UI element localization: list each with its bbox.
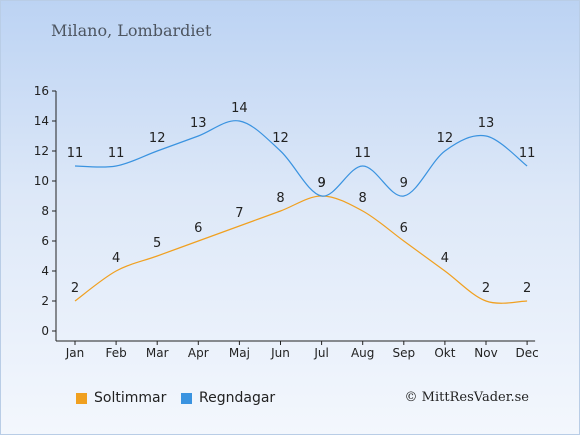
y-tick-label: 12 — [34, 144, 49, 158]
data-label-soltimmar: 2 — [71, 281, 79, 296]
data-label-soltimmar: 6 — [194, 221, 202, 236]
x-tick-label: Jul — [313, 346, 328, 360]
data-label-soltimmar: 7 — [235, 206, 243, 221]
legend-label-regndagar: Regndagar — [199, 390, 276, 406]
data-label-regndagar: 11 — [108, 146, 125, 161]
x-tick-label: Okt — [434, 346, 455, 360]
y-tick-label: 10 — [34, 174, 49, 188]
data-label-soltimmar: 6 — [400, 221, 408, 236]
data-label-soltimmar: 5 — [153, 236, 161, 251]
data-label-regndagar: 12 — [437, 131, 454, 146]
chart-plot: 0 2 4 6 8 10 12 14 16 Jan Feb Mar Apr Maj Jun Jul Aug Sep… — [34, 84, 539, 360]
y-tick-label: 16 — [34, 84, 49, 98]
data-label-regndagar: 13 — [478, 116, 495, 131]
data-label-soltimmar: 8 — [276, 191, 284, 206]
x-tick-label: Maj — [229, 346, 250, 360]
x-tick-label: Mar — [146, 346, 169, 360]
x-tick-label: Apr — [188, 346, 209, 360]
data-label-soltimmar: 4 — [112, 251, 120, 266]
y-tick-label: 0 — [41, 324, 49, 338]
data-label-regndagar: 12 — [272, 131, 289, 146]
data-label-regndagar: 14 — [231, 101, 248, 116]
legend-swatch-soltimmar — [76, 392, 87, 404]
x-tick-label: Nov — [474, 346, 497, 360]
credit-text: © MittResVader.se — [404, 390, 529, 405]
legend-label-soltimmar: Soltimmar — [94, 390, 167, 406]
data-label-regndagar: 11 — [519, 146, 536, 161]
x-tick-label: Feb — [105, 346, 126, 360]
data-label-soltimmar: 2 — [523, 281, 531, 296]
x-tick-label: Jan — [65, 346, 85, 360]
data-label-regndagar: 11 — [67, 146, 84, 161]
x-tick-label: Dec — [515, 346, 538, 360]
data-label-soltimmar: 9 — [317, 176, 325, 191]
series-line-soltimmar — [74, 195, 528, 304]
y-tick-label: 6 — [41, 234, 49, 248]
legend-swatch-regndagar — [181, 392, 192, 404]
data-label-regndagar: 13 — [190, 116, 207, 131]
data-label-soltimmar: 8 — [359, 191, 367, 206]
data-label-regndagar: 12 — [149, 131, 166, 146]
x-tick-label: Aug — [351, 346, 374, 360]
y-tick-label: 14 — [34, 114, 49, 128]
data-label-regndagar: 11 — [354, 146, 371, 161]
y-tick-label: 8 — [41, 204, 49, 218]
data-label-soltimmar: 2 — [482, 281, 490, 296]
data-label-soltimmar: 4 — [441, 251, 449, 266]
chart-title: Milano, Lombardiet — [51, 21, 212, 40]
data-label-regndagar: 9 — [400, 176, 408, 191]
legend-item-regndagar: Regndagar — [181, 390, 275, 406]
y-tick-label: 4 — [41, 264, 49, 278]
series-line-regndagar — [74, 120, 528, 197]
data-label-regndagar: 9 — [317, 176, 325, 191]
x-tick-label: Sep — [392, 346, 415, 360]
y-tick-label: 2 — [41, 294, 49, 308]
legend-item-soltimmar: Soltimmar — [76, 390, 166, 406]
x-tick-label: Jun — [270, 346, 290, 360]
